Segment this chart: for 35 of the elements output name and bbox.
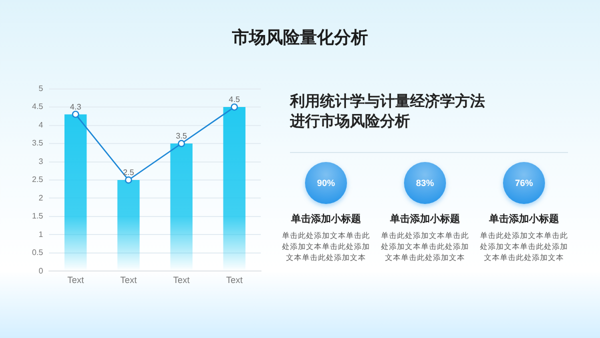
data-label: 4.3 — [70, 102, 82, 112]
x-tick-label: Text — [67, 275, 84, 286]
y-tick-label: 1.5 — [32, 212, 44, 221]
y-tick-label: 1 — [38, 230, 44, 239]
category-label: 单击添加小标题 — [488, 212, 560, 226]
text: 利用统计学与计量经济学方法进行市场风险分析 — [290, 92, 486, 132]
point — [178, 140, 186, 148]
data-label: 3.5 — [176, 132, 188, 141]
point — [230, 103, 238, 111]
point — [72, 110, 80, 118]
x-tick-label: Text — [173, 275, 190, 286]
text: 76% — [514, 178, 533, 188]
bar — [117, 180, 140, 271]
y-tick-label: 4 — [38, 120, 44, 130]
x-tick-label: Text — [120, 275, 138, 286]
category-label: 单击添加小标题 — [389, 212, 461, 226]
text: 市场风险量化分析 — [231, 27, 369, 49]
y-tick-label: 2.5 — [32, 175, 44, 184]
y-tick-label: 5 — [38, 84, 44, 94]
y-tick-label: 2 — [38, 193, 44, 202]
category-label: 单击添加小标题 — [290, 212, 362, 226]
y-tick-label: 0 — [38, 266, 44, 276]
y-tick-label: 3.5 — [32, 138, 44, 148]
x-tick-label: Text — [226, 275, 244, 286]
data-label: 4.5 — [228, 95, 240, 104]
y-tick-label: 0.5 — [32, 248, 44, 258]
text: 83% — [416, 178, 434, 188]
point — [124, 176, 132, 184]
bar — [223, 107, 246, 271]
bar — [64, 114, 87, 271]
y-tick-label: 4.5 — [32, 102, 44, 112]
text: 90% — [316, 178, 335, 188]
bar — [170, 144, 193, 271]
y-tick-label: 3 — [38, 156, 44, 166]
data-label: 2.5 — [122, 168, 135, 178]
